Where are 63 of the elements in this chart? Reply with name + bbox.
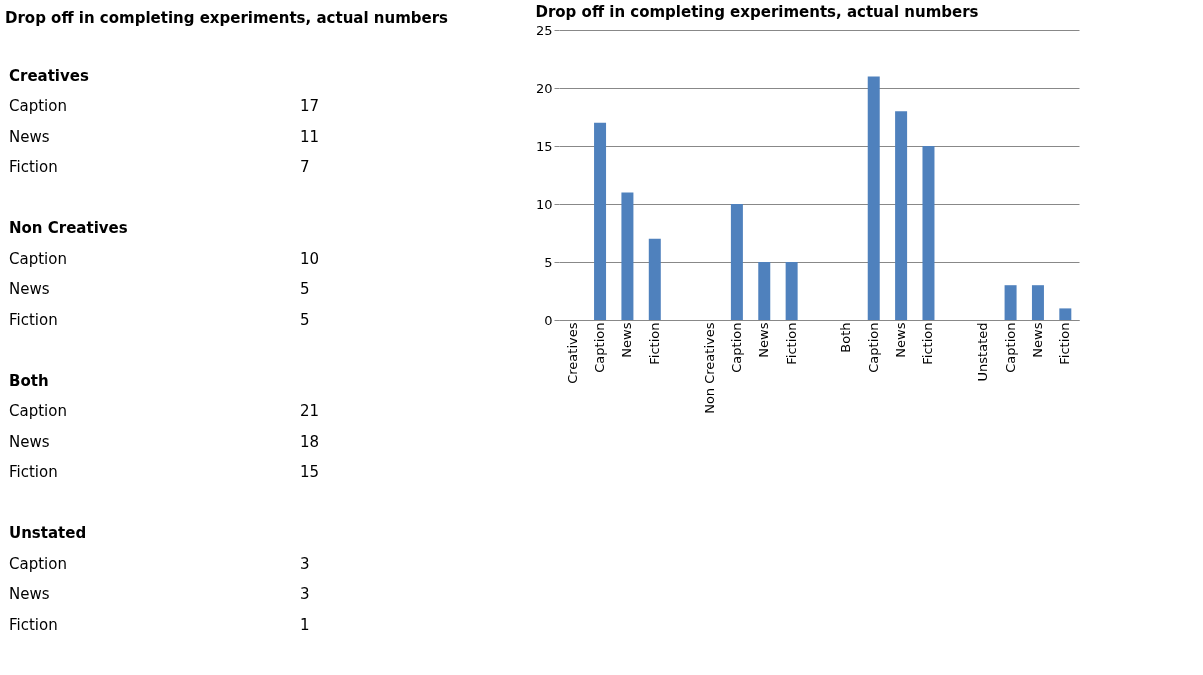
data-label: 3	[300, 585, 310, 604]
bar	[758, 262, 771, 320]
bar	[1059, 308, 1072, 320]
x-tick-label: Fiction	[646, 322, 662, 365]
category-label: Caption	[9, 249, 67, 268]
data-label: 21	[300, 402, 320, 421]
x-tick-label: Non Creatives	[701, 322, 717, 414]
text: Drop off in completing experiments, actual numbers	[5, 9, 449, 27]
category-label: Caption	[9, 402, 67, 421]
y-tick-label: 20	[535, 80, 553, 96]
category-label: News	[9, 280, 50, 299]
data-label: 15	[300, 463, 320, 482]
category-label: Fiction	[9, 310, 58, 329]
x-tick-label: Fiction	[920, 322, 936, 365]
data-label: 17	[300, 97, 320, 116]
x-tick-label: Caption	[865, 322, 881, 373]
bar	[867, 76, 880, 320]
bar	[785, 262, 798, 320]
category-label: News	[9, 127, 50, 146]
y-tick-label: 15	[535, 138, 553, 154]
data-label: 5	[300, 310, 310, 329]
x-tick-label: Caption	[1002, 322, 1018, 373]
category-label: Fiction	[9, 158, 58, 177]
x-tick-label: News	[619, 322, 635, 358]
chart-title: Drop off in completing experiments, actual numbers	[535, 3, 979, 21]
y-tick-label: 25	[535, 22, 553, 38]
bar	[594, 122, 607, 320]
y-tick-label: 5	[544, 254, 553, 270]
data-label: 5	[300, 280, 310, 299]
x-tick-label: Caption	[592, 322, 608, 373]
bar	[621, 192, 634, 320]
category-label: News	[9, 585, 50, 604]
category-label: Unstated	[9, 524, 87, 543]
bar	[922, 146, 935, 320]
bar	[648, 238, 661, 320]
bar	[1031, 285, 1044, 320]
category-label: Caption	[9, 97, 67, 116]
x-tick-label: Fiction	[783, 322, 799, 365]
bar	[730, 204, 743, 320]
category-label: Caption	[9, 554, 67, 573]
category-label: Fiction	[9, 615, 58, 634]
category-label: News	[9, 432, 50, 451]
x-tick-label: Caption	[728, 322, 744, 373]
data-label: 7	[300, 158, 310, 177]
data-label: 1	[300, 615, 310, 634]
data-label: 3	[300, 554, 310, 573]
x-tick-label: Creatives	[564, 322, 580, 384]
y-tick-label: 0	[544, 312, 553, 328]
bar	[895, 111, 908, 320]
bar	[1004, 285, 1017, 320]
y-tick-label: 10	[535, 196, 553, 212]
x-tick-label: News	[893, 322, 909, 358]
category-label: Non Creatives	[9, 219, 128, 238]
category-label: Fiction	[9, 463, 58, 482]
category-label: Creatives	[9, 66, 89, 85]
x-tick-label: Both	[838, 322, 854, 353]
data-label: 18	[300, 432, 320, 451]
x-tick-label: News	[756, 322, 772, 358]
x-tick-label: Unstated	[975, 322, 991, 382]
data-label: 10	[300, 249, 320, 268]
data-label: 11	[300, 127, 320, 146]
x-tick-label: News	[1029, 322, 1045, 358]
x-tick-label: Fiction	[1057, 322, 1073, 365]
